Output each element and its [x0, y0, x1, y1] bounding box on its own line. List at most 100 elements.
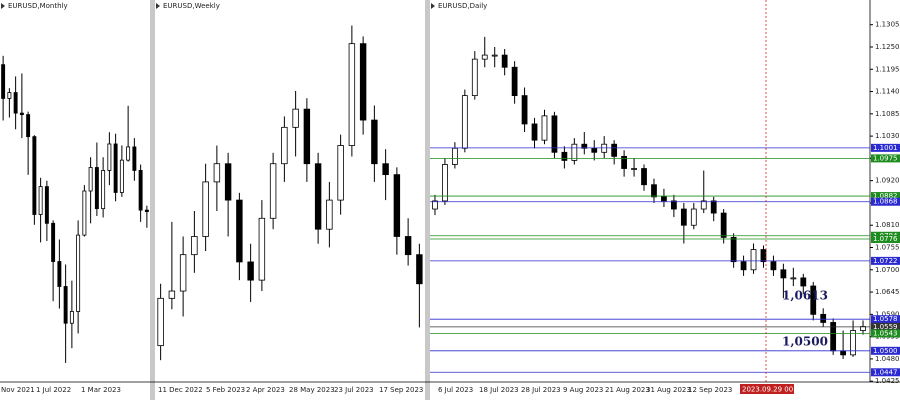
level-tag — [871, 346, 900, 355]
candle-body — [601, 143, 608, 153]
x-tick-label: 21 Aug 2023 — [605, 386, 650, 394]
candle-body — [179, 254, 187, 292]
level-label: 1.0882 — [873, 192, 898, 200]
candle-body — [491, 54, 498, 57]
candle-body — [611, 143, 618, 157]
candle-body — [720, 212, 727, 238]
candle-body — [690, 208, 697, 226]
candle-body — [641, 168, 647, 186]
candle-body — [800, 277, 807, 287]
candle-body — [126, 146, 131, 161]
level-tag — [871, 143, 900, 152]
level-tag — [871, 368, 900, 377]
candle-body — [670, 200, 677, 210]
candle-body — [281, 126, 288, 165]
level-label: 1.0543 — [873, 329, 898, 337]
y-tick-label: 1.0425 — [875, 377, 900, 385]
candle-body — [790, 277, 797, 280]
candle-body — [820, 313, 827, 323]
candle-body — [404, 236, 412, 256]
level-tag — [871, 322, 900, 331]
candle-body — [32, 136, 37, 215]
level-tag — [871, 315, 900, 324]
candle-body — [314, 163, 322, 230]
candle-body — [258, 217, 266, 281]
candle-body — [621, 155, 628, 169]
candle-body — [541, 115, 548, 141]
level-tag — [871, 329, 900, 338]
candle-body — [651, 184, 657, 198]
candle-body — [710, 200, 717, 214]
candle-body — [236, 199, 243, 263]
candle-body — [770, 261, 777, 271]
y-tick-label: 1.0645 — [875, 288, 900, 296]
candle-body — [661, 196, 667, 202]
level-label: 1.0868 — [873, 198, 898, 206]
candle-body — [57, 261, 62, 287]
candle-body — [780, 269, 787, 279]
candle-body — [19, 112, 24, 115]
level-tag — [871, 235, 900, 244]
candle-body — [38, 186, 43, 215]
candle-body — [113, 143, 118, 193]
y-tick-label: 1.1140 — [875, 88, 900, 96]
candle-body — [51, 222, 56, 262]
candle-body — [303, 108, 311, 165]
candle-body — [631, 168, 637, 170]
candle-body — [144, 209, 149, 212]
level-tag — [871, 192, 900, 201]
candle-body — [191, 236, 198, 256]
candle-body — [138, 170, 143, 211]
y-tick-label: 1.0590 — [875, 310, 900, 318]
candle-body — [13, 92, 18, 114]
candle-body — [348, 43, 356, 146]
x-tick-label: 11 Dec 2022 — [158, 386, 203, 394]
candle-body — [730, 236, 737, 263]
candle-body — [740, 261, 747, 271]
candle-body — [371, 119, 378, 165]
level-label: 1.0975 — [873, 154, 898, 162]
level-tag — [871, 256, 900, 265]
x-tick-label: 5 Feb 2023 — [206, 386, 245, 394]
candle-body — [7, 92, 12, 99]
x-tick-label: Nov 2021 — [1, 386, 35, 394]
y-tick-label: 1.0755 — [875, 244, 900, 252]
candle-body — [157, 297, 164, 347]
candle-body — [511, 66, 518, 97]
x-tick-label: 1 Mar 2023 — [81, 386, 121, 394]
title-icon — [156, 3, 160, 9]
level-label: 1.0722 — [873, 257, 898, 265]
x-tick-label: 18 Jul 2023 — [479, 386, 519, 394]
candle-body — [107, 143, 112, 171]
candle-body — [1, 64, 6, 99]
y-tick-label: 1.0920 — [875, 177, 900, 185]
candle-body — [680, 208, 687, 226]
candle-body — [860, 326, 866, 331]
x-tick-label: 1 Jul 2022 — [36, 386, 71, 394]
level-label: 1.0578 — [873, 315, 898, 323]
candle-body — [69, 311, 74, 324]
candle-body — [44, 186, 49, 224]
candle-body — [531, 123, 538, 141]
chart-title: EURUSD,Weekly — [163, 2, 220, 10]
candle-body — [840, 350, 847, 356]
level-tag — [871, 197, 900, 206]
title-icon — [431, 3, 435, 9]
annotation: 1,0613 — [782, 289, 828, 303]
candle-body — [850, 330, 856, 356]
candle-body — [326, 199, 333, 230]
candle-body — [551, 115, 558, 153]
candle-body — [451, 147, 458, 165]
candle-body — [94, 167, 99, 210]
annotation: 1,0500 — [782, 334, 828, 348]
cursor-label: 2023.09.29 00:00 — [742, 386, 804, 394]
candle-body — [76, 234, 81, 312]
candle-body — [432, 200, 438, 210]
candle-body — [63, 286, 68, 324]
candle-body — [442, 164, 448, 202]
level-label: 1.0447 — [873, 368, 898, 376]
x-tick-label: 23 Jul 2023 — [334, 386, 374, 394]
candle-body — [337, 145, 344, 201]
title-icon — [1, 3, 5, 9]
